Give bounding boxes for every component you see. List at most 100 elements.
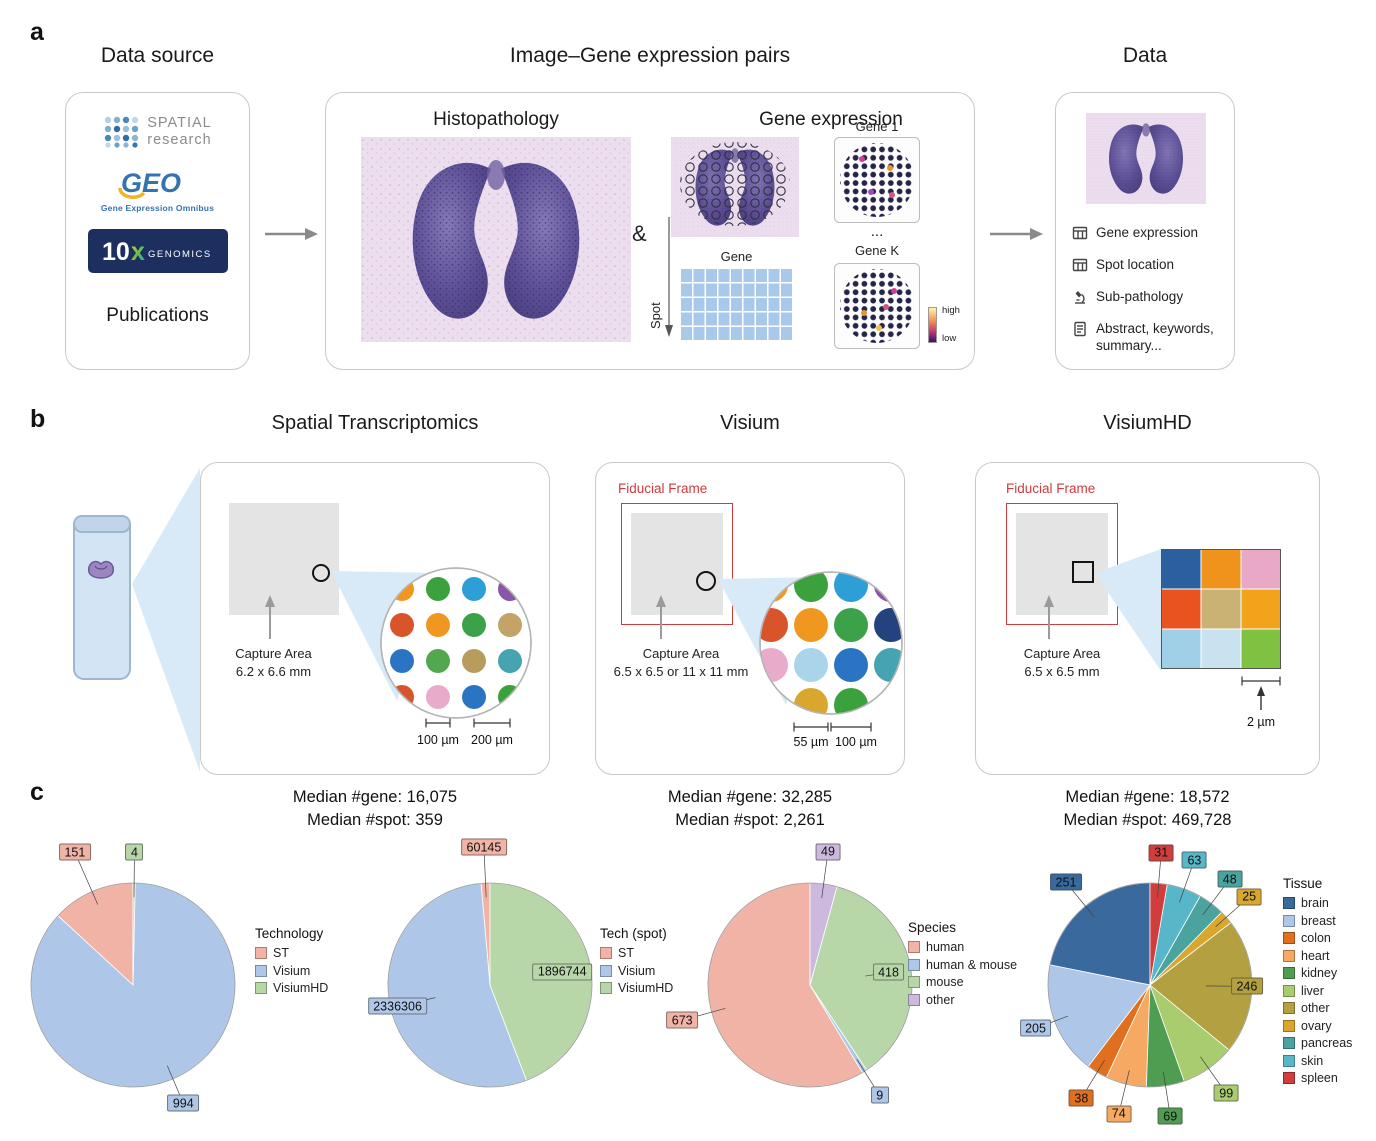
geo-logo-subtext: Gene Expression Omnibus xyxy=(100,203,215,213)
pie-label-heart: 74 xyxy=(1106,1105,1132,1123)
legend-item-st: ST xyxy=(255,946,328,960)
geo-logo-text: GEO xyxy=(121,168,181,198)
legend-item-liver: liver xyxy=(1283,984,1352,998)
visium-spot-marker xyxy=(696,571,716,591)
st-zoom-circle xyxy=(380,567,532,719)
legend-tissue: Tissue brain breast colon heart kidney liver ot… xyxy=(1283,876,1352,1089)
legend-item-other: other xyxy=(908,993,1017,1007)
legend-item-pancreas: pancreas xyxy=(1283,1036,1352,1050)
geo-logo: GEO xyxy=(118,168,181,199)
legend-label: ST xyxy=(273,946,289,960)
legend-item-spleen: spleen xyxy=(1283,1071,1352,1085)
histopathology-image xyxy=(361,137,631,342)
legend-label: breast xyxy=(1301,913,1336,928)
pie-species: 673 9 418 49 xyxy=(640,820,980,1141)
gene-expression-spot-image xyxy=(671,137,799,237)
spot-axis-label: Spot xyxy=(648,302,663,329)
st-capture-area-label: Capture Area 6.2 x 6.6 mm xyxy=(235,646,312,679)
visiumhd-bin-grid xyxy=(1161,549,1281,669)
pie-label-visium: 2336306 xyxy=(367,997,428,1015)
legend-item-human: human xyxy=(908,940,1017,954)
visiumhd-capture-area-label: Capture Area 6.5 x 6.5 mm xyxy=(1023,646,1101,679)
visium-fiducial-frame xyxy=(621,503,733,625)
panel-b-label: b xyxy=(30,405,46,433)
legend-swatch xyxy=(1283,914,1295,927)
scale-bracket xyxy=(793,722,872,732)
legend-swatch xyxy=(1283,1037,1295,1049)
legend-label: kidney xyxy=(1301,966,1338,980)
legend-item-breast: breast xyxy=(1283,914,1352,928)
geo-swoosh xyxy=(118,187,146,199)
legend-item-skin: skin xyxy=(1283,1054,1352,1068)
legend-technology: Technology ST Visium VisiumHD xyxy=(255,926,328,999)
gene-expression-title: Gene expression xyxy=(759,109,903,130)
pie-label-mouse: 418 xyxy=(872,963,905,981)
pie-label-skin: 63 xyxy=(1181,851,1207,869)
legend-label: ovary xyxy=(1301,1018,1332,1033)
table-icon xyxy=(1072,258,1088,272)
microscope-icon xyxy=(1075,291,1085,304)
arrow-right-icon xyxy=(990,228,1043,240)
legend-item-visiumhd: VisiumHD xyxy=(600,981,673,995)
legend-label: human & mouse xyxy=(926,957,1018,972)
pie-label-st: 60145 xyxy=(461,838,507,856)
pie-svg-technology-slides xyxy=(30,852,236,1104)
pie-svg-technology-spots xyxy=(387,847,593,1088)
visiumhd-median-stats: Median #gene: 18,572 Median #spot: 469,7… xyxy=(1063,788,1232,830)
geneK-label: Gene K xyxy=(854,243,900,258)
arrow-right-icon xyxy=(265,228,318,240)
legend-swatch xyxy=(600,964,612,977)
legend-label: brain xyxy=(1301,896,1329,910)
geneK-spot-map xyxy=(834,263,920,349)
st-scale-label-200: 200 µm xyxy=(471,733,513,747)
pie-technology-slides: 151 994 4 xyxy=(0,820,303,1141)
gene-ellipsis: ... xyxy=(870,223,884,240)
pie-technology-spots: 60145 2336306 1896744 xyxy=(320,820,660,1141)
legend-label: skin xyxy=(1301,1053,1324,1068)
legend-swatch xyxy=(1283,1072,1295,1084)
legend-swatch xyxy=(1283,897,1295,909)
zoom-cone xyxy=(1095,549,1161,671)
pie-label-pancreas: 48 xyxy=(1217,870,1243,888)
legend-title: Tissue xyxy=(1283,876,1323,891)
visium-scale-label-100: 100 µm xyxy=(835,735,877,749)
st-capture-area-square xyxy=(229,503,339,615)
legend-swatch xyxy=(1283,984,1295,997)
pie-label-visiumhd: 1896744 xyxy=(532,963,593,981)
legend-label: heart xyxy=(1301,948,1330,963)
pie-svg-tissue xyxy=(1035,852,1253,1117)
colorbar xyxy=(928,307,937,343)
data-tissue-thumbnail xyxy=(1086,113,1206,204)
spatial-logo-line1: SPATIAL xyxy=(147,115,212,131)
scale-arrow-up-icon xyxy=(1257,686,1265,710)
pie-label-brain: 251 xyxy=(1050,873,1082,891)
legend-item-visiumhd: VisiumHD xyxy=(255,981,328,995)
pie-svg-species xyxy=(682,851,913,1096)
visium-scale-label-55: 55 µm xyxy=(793,735,829,749)
legend-label: ST xyxy=(618,946,634,960)
legend-label: VisiumHD xyxy=(273,981,329,995)
pairs-box: Histopathology & Gene expression Spot Ge… xyxy=(325,92,975,370)
legend-item-human-mouse: human & mouse xyxy=(908,958,1017,972)
pie-label-visium: 994 xyxy=(167,1094,200,1112)
pie-label-human-mouse: 9 xyxy=(870,1086,889,1104)
data-source-heading: Data source xyxy=(100,44,215,67)
panel-a-label: a xyxy=(30,18,44,46)
pie-label-liver: 99 xyxy=(1213,1084,1239,1102)
data-item-sub-pathology: Sub-pathology xyxy=(1072,289,1214,306)
colorbar-low-label: low xyxy=(942,333,957,344)
tenx-subtext: GENOMICS xyxy=(148,249,212,260)
st-scale-label-100: 100 µm xyxy=(417,733,459,747)
legend-item-brain: brain xyxy=(1283,896,1352,910)
legend-swatch xyxy=(255,964,267,977)
legend-title: Tech (spot) xyxy=(600,926,667,941)
legend-label: colon xyxy=(1301,931,1331,945)
data-item-gene-expression: Gene expression xyxy=(1072,225,1214,242)
data-heading: Data xyxy=(1122,44,1168,67)
legend-label: Visium xyxy=(273,963,311,978)
visiumhd-fiducial-frame xyxy=(1006,503,1118,625)
spatial-research-logo: SPATIAL research xyxy=(66,115,249,148)
legend-swatch xyxy=(255,947,267,959)
data-item-label: Gene expression xyxy=(1096,225,1199,240)
